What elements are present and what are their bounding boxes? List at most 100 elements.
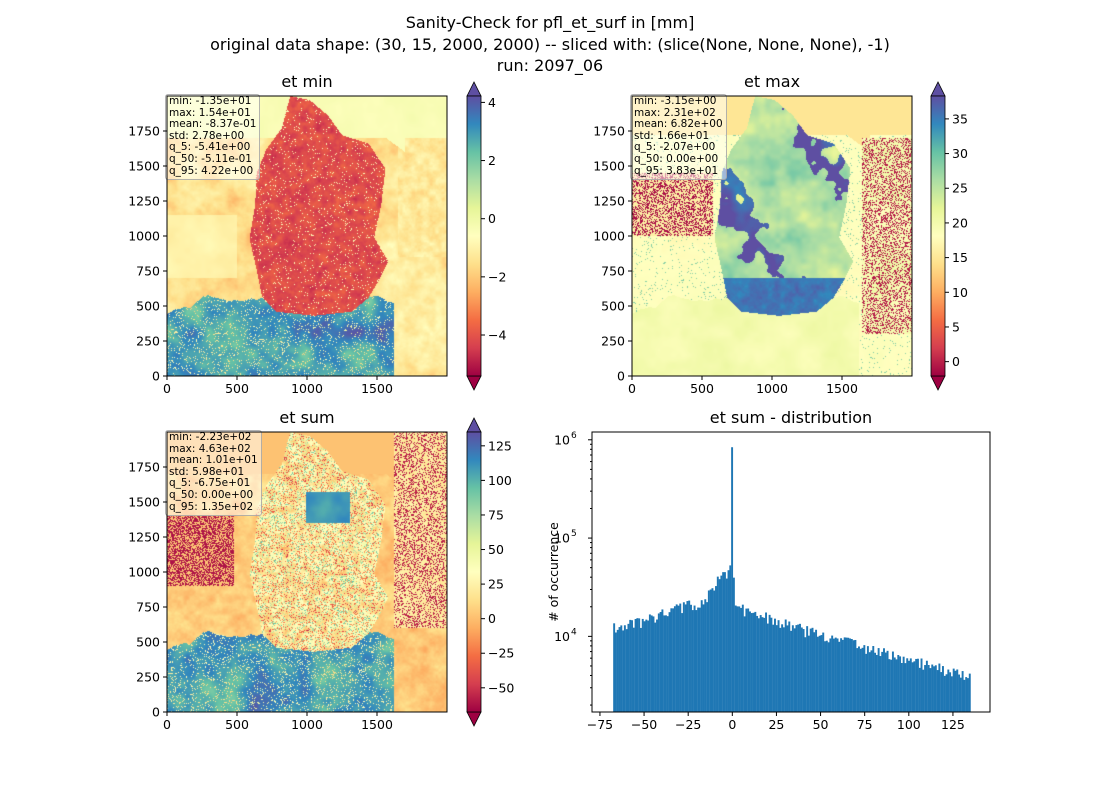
y-tick-label: 750 xyxy=(601,264,625,279)
stats-line: q_50: -5.11e-01 xyxy=(169,152,252,165)
x-tick-label: 1500 xyxy=(361,381,393,396)
stats-line: q_50: 0.00e+00 xyxy=(634,152,719,165)
et-sum-distribution-title: et sum - distribution xyxy=(709,408,873,427)
colorbar-tick-label: 5 xyxy=(952,319,960,334)
y-tick-label: 1250 xyxy=(593,194,625,209)
x-tick-label: 0 xyxy=(163,717,171,732)
histogram-bar xyxy=(854,639,857,712)
histogram-bar xyxy=(782,627,785,712)
histogram-bar xyxy=(665,615,667,712)
histogram-bar xyxy=(666,616,669,712)
histogram-bar xyxy=(774,618,776,712)
colorbar-extend-max xyxy=(930,81,946,97)
colorbar-tick-label: 125 xyxy=(488,438,512,453)
histogram-bar xyxy=(816,636,819,712)
x-tick-label: 500 xyxy=(225,717,249,732)
stats-line: q_95: 1.35e+02 xyxy=(169,500,254,513)
y-tick-label: 1750 xyxy=(593,124,625,139)
histogram-bar xyxy=(656,619,659,712)
histogram-bar xyxy=(840,638,843,712)
histogram-bar xyxy=(713,590,716,712)
colorbar-extend-min xyxy=(930,375,946,391)
histogram-bar xyxy=(720,575,723,712)
histogram-bar xyxy=(943,675,946,712)
histogram-bar xyxy=(613,623,616,712)
histogram-bar xyxy=(759,615,762,712)
axes-frame xyxy=(631,95,913,377)
stats-line: std: 1.66e+01 xyxy=(634,129,710,142)
histogram-bar xyxy=(648,614,651,712)
histogram-bar xyxy=(627,623,630,712)
histogram-bar xyxy=(616,629,619,712)
y-tick-label: 1250 xyxy=(128,530,160,545)
histogram-bar xyxy=(963,679,966,712)
histogram-bar xyxy=(706,602,709,712)
y-tick-label: 10 xyxy=(554,629,570,644)
colorbar-tick-label: −4 xyxy=(488,328,506,343)
histogram-bar xyxy=(815,629,818,712)
histogram-bar xyxy=(779,627,782,712)
histogram-bar xyxy=(841,639,844,712)
histogram-bar xyxy=(897,655,900,712)
histogram-bar xyxy=(645,619,648,712)
histogram-bar xyxy=(843,637,846,712)
histogram-bar xyxy=(631,620,633,712)
x-tick-label: 0 xyxy=(728,717,736,732)
colorbar xyxy=(466,431,482,713)
histogram-bar xyxy=(888,659,891,712)
histogram-bar xyxy=(772,624,775,712)
histogram-bar xyxy=(824,641,826,712)
colorbar-tick-label: 2 xyxy=(488,153,496,168)
histogram-bar xyxy=(632,627,635,712)
colorbar-tick-label: 35 xyxy=(952,111,968,126)
histogram-bar xyxy=(911,662,914,712)
x-tick-label: 50 xyxy=(813,717,829,732)
stats-line: q_5: -6.75e+01 xyxy=(169,477,251,490)
x-tick-label: 125 xyxy=(941,717,965,732)
histogram-bar xyxy=(954,670,957,712)
et-sum-stats-box: min: -2.23e+02 max: 4.63e+02 mean: 1.01e+0… xyxy=(165,430,262,517)
histogram-bar xyxy=(711,588,714,712)
y-tick-label: 1500 xyxy=(128,159,160,174)
histogram-bar xyxy=(899,656,902,712)
histogram-bar xyxy=(881,651,884,712)
histogram-bar xyxy=(661,609,664,712)
histogram-bar xyxy=(822,632,825,712)
colorbar-extend-min xyxy=(466,711,482,727)
stats-line: q_50: 0.00e+00 xyxy=(169,488,254,501)
histogram-bar xyxy=(634,618,637,712)
histogram-bar xyxy=(890,659,893,712)
histogram-bar xyxy=(684,604,687,712)
colorbar-tick-label: 100 xyxy=(488,473,512,488)
histogram-bar xyxy=(690,604,692,712)
histogram-bar xyxy=(795,625,798,712)
y-tick-label: 250 xyxy=(601,334,625,349)
x-tick-label: 1500 xyxy=(361,717,393,732)
histogram-bar xyxy=(920,658,923,712)
histogram-bar xyxy=(886,650,889,712)
histogram-bar xyxy=(743,616,746,712)
colorbar xyxy=(466,95,482,377)
stats-line: q_95: 3.83e+01 xyxy=(634,164,719,177)
histogram-bar xyxy=(622,630,625,712)
histogram-bar xyxy=(747,608,750,712)
stats-line: max: 2.31e+02 xyxy=(634,106,716,119)
y-tick-label: 500 xyxy=(601,299,625,314)
histogram-bar xyxy=(825,640,828,712)
x-tick-label: 1000 xyxy=(291,381,323,396)
histogram-bar xyxy=(722,572,725,712)
et-sum-title: et sum xyxy=(279,408,335,427)
histogram-frame xyxy=(591,431,991,713)
histogram-bar xyxy=(752,612,755,712)
stats-line: max: 4.63e+02 xyxy=(169,442,251,455)
histogram-bar xyxy=(809,628,812,712)
stats-line: min: -3.15e+00 xyxy=(634,95,717,107)
histogram-bar xyxy=(623,625,626,712)
y-tick-exponent: 6 xyxy=(571,431,577,441)
histogram-bar xyxy=(745,608,748,712)
colorbar-tick-label: 50 xyxy=(488,542,504,557)
y-tick-label: 750 xyxy=(136,264,160,279)
histogram-bar xyxy=(629,619,632,712)
